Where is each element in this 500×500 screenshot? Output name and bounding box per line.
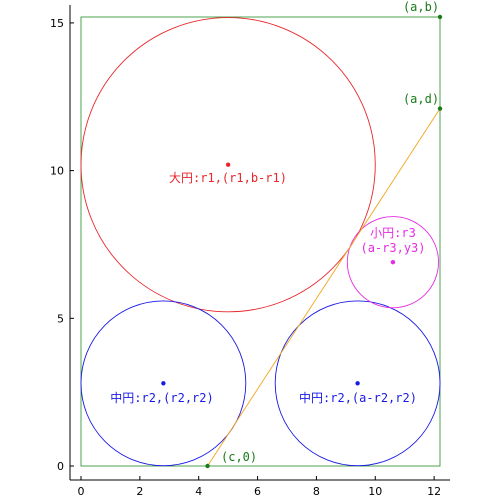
bounding-rectangle — [80, 16, 441, 467]
y-tick-label: 0 — [57, 460, 64, 473]
mid-circle-right-label: 中円:r2,(a-r2,r2) — [299, 390, 417, 405]
mid-circle-left — [80, 300, 247, 467]
x-tick-label: 0 — [78, 485, 85, 498]
x-tick-label: 10 — [368, 485, 382, 498]
mid-circle-left-label: 中円:r2,(r2,r2) — [110, 390, 213, 405]
big-circle-label: 大円:r1,(r1,b-r1) — [169, 171, 287, 185]
point-c-0 — [205, 463, 210, 469]
label-a-b: (a,b) — [403, 0, 439, 14]
big-circle-center — [225, 162, 231, 167]
x-ticks: 0 2 4 6 8 10 12 — [78, 476, 441, 498]
mid-circle-right — [274, 300, 441, 467]
small-circle-label-line2: (a-r3,y3) — [360, 241, 425, 255]
y-tick-label: 5 — [57, 312, 64, 325]
mid-circle-right-center — [355, 381, 360, 386]
axes: 0 2 4 6 8 10 12 0 5 10 15 — [50, 5, 450, 498]
point-a-d — [437, 106, 443, 111]
big-circle — [80, 17, 376, 313]
tangent-line — [207, 108, 441, 467]
point-a-b — [437, 14, 443, 20]
x-tick-label: 2 — [136, 485, 143, 498]
small-circle — [346, 216, 439, 309]
small-circle-label-line1: 小円:r3 — [370, 226, 416, 240]
y-tick-label: 10 — [50, 165, 64, 178]
small-circle-center — [390, 259, 396, 265]
label-a-d: (a,d) — [403, 92, 439, 106]
mid-circle-left-center — [161, 381, 166, 386]
x-tick-label: 8 — [313, 485, 320, 498]
x-tick-label: 4 — [195, 485, 202, 498]
x-tick-label: 12 — [427, 485, 441, 498]
y-tick-label: 15 — [50, 17, 64, 30]
label-c-0: (c,0) — [221, 450, 257, 464]
y-ticks: 0 5 10 15 — [50, 17, 74, 473]
x-tick-label: 6 — [254, 485, 261, 498]
